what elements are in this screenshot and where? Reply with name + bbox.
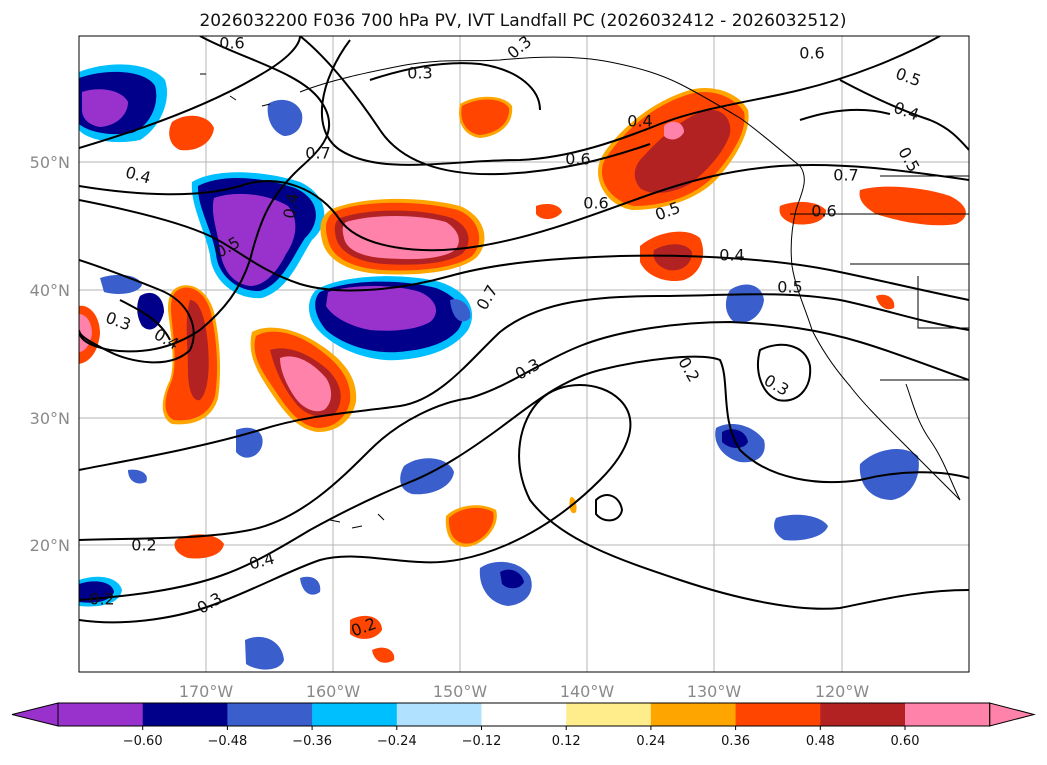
contour-line — [757, 343, 812, 402]
colorbar-tick-label: 0.12 — [552, 734, 581, 749]
contour-line — [79, 259, 195, 364]
contour-line — [839, 79, 969, 151]
contour-line — [79, 293, 969, 471]
contour-line — [595, 494, 624, 522]
coastlines — [200, 56, 969, 529]
colorbar-tick-label: −0.12 — [462, 734, 502, 749]
lon-tick-label: 120°W — [815, 682, 870, 701]
pv-positive-anomaly-west — [162, 285, 221, 425]
pv-positive-anomaly-center-north — [320, 198, 485, 275]
contour-label: 0.3 — [407, 64, 432, 83]
ivt-contours — [79, 36, 969, 624]
colorbar-extend-max — [989, 702, 1036, 727]
contour-label: 0.4 — [627, 112, 652, 131]
contour-line — [79, 163, 969, 252]
colorbar-tick-label: 0.36 — [721, 734, 750, 749]
lon-tick-label: 160°W — [306, 682, 361, 701]
contour-label: 0.6 — [799, 44, 824, 63]
colorbar-tick-label: −0.48 — [207, 734, 247, 749]
colorbar-segment — [481, 703, 567, 726]
contour-label: 0.5 — [777, 278, 802, 297]
contour-label: 0.7 — [305, 144, 330, 163]
map-panel: 0.60.30.70.40.50.40.60.30.40.6 0.50.40.60… — [78, 34, 970, 673]
aleutian-islands — [200, 73, 271, 107]
lat-tick-label: 50°N — [30, 153, 70, 172]
colorbar-frame — [57, 702, 991, 727]
contour-line — [369, 62, 541, 111]
baja-coast — [905, 383, 961, 501]
contour-line — [79, 36, 331, 353]
contour-label: 0.6 — [583, 194, 608, 213]
contour-line — [799, 108, 891, 121]
longitude-labels: 170°W 160°W 150°W 140°W 130°W 120°W — [179, 682, 870, 701]
colorbar-segment — [650, 703, 737, 726]
pv-positive-anomaly-center — [250, 327, 357, 432]
colorbar-tick-label: 0.24 — [636, 734, 665, 749]
lat-tick-label: 30°N — [30, 409, 70, 428]
contour-label: 0.7 — [833, 166, 858, 185]
lon-tick-label: 140°W — [560, 682, 615, 701]
map-frame — [78, 35, 970, 673]
colorbar-tick-label: −0.24 — [377, 734, 417, 749]
contour-label: 0.6 — [565, 150, 590, 169]
colorbar-segment — [58, 703, 144, 726]
colorbar-tick-label: −0.36 — [292, 734, 332, 749]
colorbar-segment — [142, 703, 228, 726]
colorbar-segment — [227, 703, 313, 726]
contour-label: 0.2 — [131, 536, 156, 555]
latitude-labels: 50°N 40°N 30°N 20°N — [30, 153, 70, 555]
contour-line — [79, 199, 969, 301]
colorbar-segment — [820, 703, 906, 726]
contour-label: 0.6 — [219, 34, 244, 53]
colorbar: −0.60 −0.48 −0.36 −0.24 −0.12 0.12 0.24 0.36 0.4… — [11, 702, 1036, 749]
colorbar-tick-label: 0.48 — [806, 734, 835, 749]
colorbar-tick-label: −0.60 — [123, 734, 163, 749]
pv-negative-anomaly-nw — [79, 64, 168, 143]
contour-label: 0.6 — [811, 202, 836, 221]
colorbar-segment — [312, 703, 398, 726]
contour-line — [79, 36, 301, 149]
contour-line — [79, 384, 969, 624]
pv-positive-anomaly-small — [79, 115, 577, 663]
contour-line — [79, 320, 969, 541]
contour-line — [320, 36, 941, 166]
contour-line — [119, 299, 171, 341]
pv-negative-anomaly-center — [308, 276, 473, 361]
lon-tick-label: 150°W — [433, 682, 488, 701]
contour-label: 0.4 — [279, 192, 302, 220]
north-america-coast — [299, 56, 961, 501]
colorbar-tick-label: 0.60 — [891, 734, 920, 749]
figure-title: 2026032200 F036 700 hPa PV, IVT Landfall… — [199, 11, 846, 31]
map-background — [79, 36, 969, 672]
lon-tick-label: 170°W — [179, 682, 234, 701]
lon-tick-label: 130°W — [687, 682, 742, 701]
colorbar-extend-min — [11, 702, 59, 727]
lat-tick-label: 40°N — [30, 281, 70, 300]
lat-tick-label: 20°N — [30, 536, 70, 555]
contour-label: 0.2 — [89, 590, 114, 609]
colorbar-segment — [905, 703, 991, 726]
colorbar-segment — [735, 703, 821, 726]
colorbar-segment — [566, 703, 652, 726]
colorbar-segment — [396, 703, 482, 726]
state-border — [917, 276, 969, 329]
contour-label: 0.4 — [719, 246, 744, 265]
contour-line — [299, 36, 651, 176]
hawaii-islands — [329, 513, 385, 529]
graticule — [79, 36, 969, 672]
